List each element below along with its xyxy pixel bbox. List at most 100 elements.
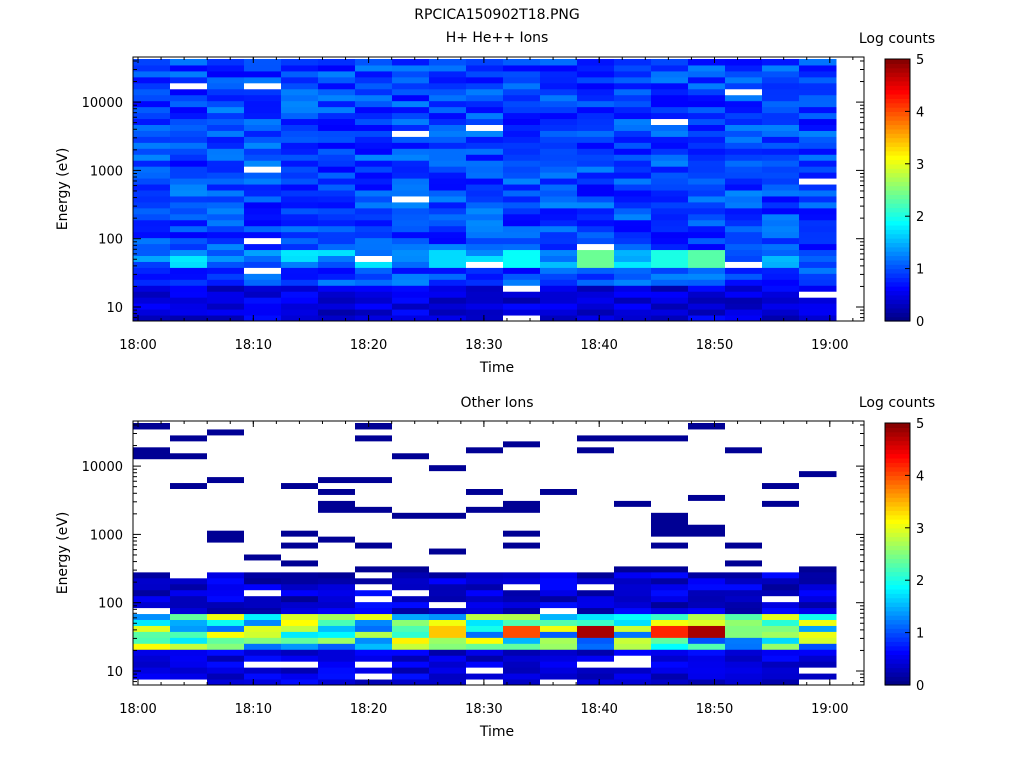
colorbar-swatch (885, 294, 910, 300)
heatmap-cell (651, 589, 689, 597)
heatmap-cell (355, 571, 393, 579)
heatmap-cell (577, 446, 615, 454)
heatmap-cell (392, 554, 430, 561)
heatmap-cell (799, 100, 837, 108)
heatmap-cell (614, 434, 652, 442)
heatmap-cell (355, 619, 393, 626)
heatmap-cell (466, 303, 504, 310)
heatmap-cell (429, 643, 467, 650)
heatmap-cell (466, 166, 504, 173)
heatmap-cell (207, 160, 245, 167)
heatmap-cell (244, 673, 282, 680)
heatmap-cell (133, 559, 171, 567)
heatmap-cell (429, 423, 467, 430)
heatmap-cell (540, 148, 578, 155)
heatmap-cell (466, 225, 504, 233)
heatmap-cell (762, 148, 800, 155)
x-tick-label: 18:30 (465, 702, 502, 717)
heatmap-cell (355, 243, 393, 251)
heatmap-cell (799, 88, 837, 96)
heatmap-cell (244, 279, 282, 286)
heatmap-cell (244, 423, 282, 430)
heatmap-cell (207, 577, 245, 585)
heatmap-cell (170, 506, 208, 513)
heatmap-cell (762, 536, 800, 543)
heatmap-cell (170, 571, 208, 579)
heatmap-cell (651, 649, 689, 656)
heatmap-cell (762, 88, 800, 96)
heatmap-cell (762, 154, 800, 161)
heatmap-cell (466, 213, 504, 221)
x-ticks: 18:00 18:10 18:20 18:30 18:40 18:50 19:00 (119, 421, 854, 717)
colorbar-swatch (885, 501, 910, 507)
heatmap-cell (466, 172, 504, 179)
heatmap-cell (614, 607, 652, 615)
heatmap-cell (651, 548, 689, 555)
heatmap-cell (762, 643, 800, 650)
heatmap-cell (133, 106, 171, 114)
heatmap-cell (466, 518, 504, 525)
heatmap-cell (577, 542, 615, 549)
heatmap-cell (540, 243, 578, 251)
heatmap-cell (207, 631, 245, 638)
heatmap-cell (799, 207, 837, 215)
heatmap-cell (133, 548, 171, 555)
heatmap-cell (244, 428, 282, 436)
heatmap-cell (466, 470, 504, 478)
heatmap-cell (577, 237, 615, 245)
heatmap-cell (281, 559, 319, 567)
heatmap-cell (355, 607, 393, 615)
heatmap-cell (540, 643, 578, 650)
heatmap-cell (503, 166, 541, 173)
heatmap-cell (799, 613, 837, 620)
heatmap-cell (170, 303, 208, 310)
heatmap-cell (651, 136, 689, 143)
heatmap-cell (762, 178, 800, 185)
heatmap-cell (392, 261, 430, 268)
heatmap-cell (170, 518, 208, 525)
heatmap-cell (651, 655, 689, 662)
heatmap-cell (355, 649, 393, 656)
heatmap-cell (355, 184, 393, 191)
heatmap-cell (133, 178, 171, 185)
heatmap-cell (540, 249, 578, 256)
colorbar-swatch (885, 571, 910, 577)
heatmap-cell (614, 631, 652, 638)
colorbar-swatch (885, 224, 910, 230)
heatmap-cell (392, 649, 430, 656)
heatmap-cell (614, 536, 652, 543)
heatmap-cell (725, 559, 763, 567)
heatmap-cell (207, 482, 245, 489)
colorbar-swatch (885, 505, 910, 511)
heatmap-cell (318, 88, 356, 96)
heatmap-cell (466, 548, 504, 555)
heatmap-cell (762, 589, 800, 597)
heatmap-cell (651, 142, 689, 149)
heatmap-cell (799, 631, 837, 638)
heatmap-cell (614, 148, 652, 155)
heatmap-cell (762, 607, 800, 615)
heatmap-cell (355, 237, 393, 245)
heatmap-cell (799, 273, 837, 280)
heatmap-cell (392, 112, 430, 120)
colorbar-swatch (885, 238, 910, 243)
heatmap-cell (725, 601, 763, 609)
heatmap-cell (540, 554, 578, 561)
heatmap-cell (725, 554, 763, 561)
colorbar-swatch (885, 233, 910, 239)
colorbar-tick-label: 4 (916, 469, 924, 484)
heatmap-cell (688, 106, 726, 114)
heatmap-cell (725, 536, 763, 543)
heatmap-cell (725, 530, 763, 537)
heatmap-cell (281, 297, 319, 304)
heatmap-cell (170, 94, 208, 102)
heatmap-cell (725, 488, 763, 495)
heatmap-cell (170, 136, 208, 143)
heatmap-cell (651, 530, 689, 537)
heatmap-cell (244, 112, 282, 120)
heatmap-cell (170, 297, 208, 304)
heatmap-cell (540, 512, 578, 519)
heatmap-cell (244, 631, 282, 638)
heatmap-cell (281, 291, 319, 298)
colorbar-swatch (885, 98, 910, 104)
